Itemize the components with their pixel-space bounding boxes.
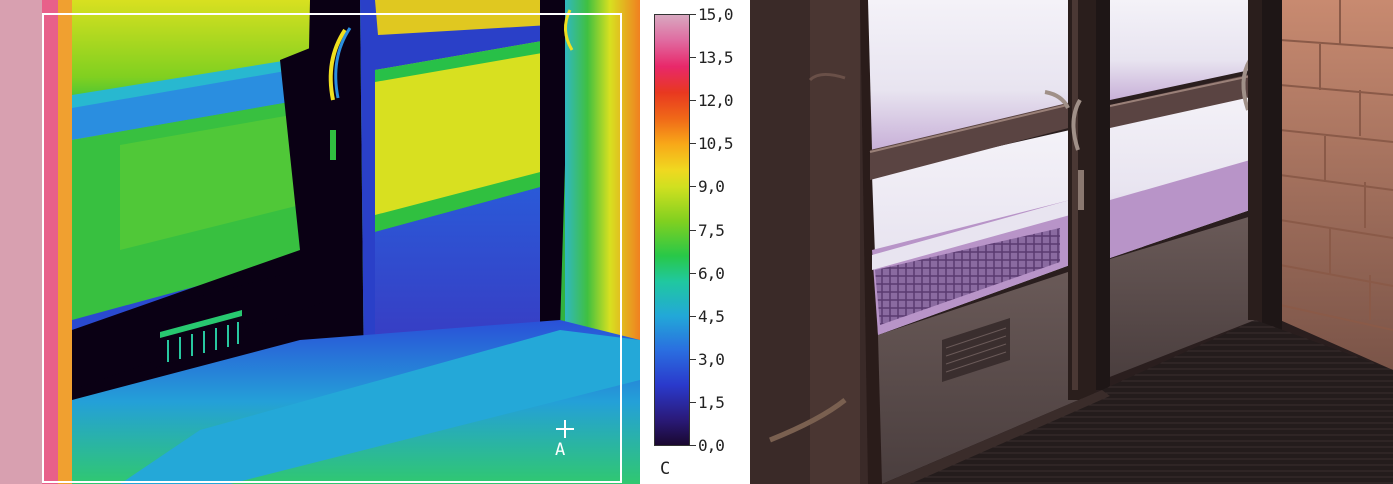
temperature-unit-label: C (660, 459, 671, 479)
scale-tick-label: 10,5 (698, 134, 734, 153)
scale-tick-mark (690, 186, 696, 187)
scale-tick-mark (690, 57, 696, 58)
scale-tick-label: 12,0 (698, 91, 734, 110)
scale-tick-mark (690, 359, 696, 360)
door-photo-graphic (750, 0, 1393, 484)
scale-tick-mark (690, 273, 696, 274)
scale-tick-mark (690, 143, 696, 144)
scale-tick-mark (690, 100, 696, 101)
thermal-image-graphic (0, 0, 640, 484)
scale-tick-mark (690, 445, 696, 446)
door-photo (750, 0, 1393, 484)
thermal-image (0, 0, 640, 484)
scale-tick-label: 0,0 (698, 436, 725, 455)
scale-tick-label: 13,5 (698, 48, 734, 67)
scale-tick-label: 15,0 (698, 5, 734, 24)
scale-tick-label: 9,0 (698, 177, 725, 196)
scale-tick-mark (690, 402, 696, 403)
scale-tick-label: 4,5 (698, 307, 725, 326)
scale-tick-mark (690, 14, 696, 15)
temperature-color-bar (654, 14, 690, 446)
cursor-crosshair-icon (556, 420, 574, 438)
scale-tick-mark (690, 230, 696, 231)
cursor-marker-label: A (555, 440, 566, 460)
scale-tick-label: 7,5 (698, 221, 725, 240)
scale-tick-label: 3,0 (698, 350, 725, 369)
scale-tick-label: 6,0 (698, 264, 725, 283)
scale-tick-mark (690, 316, 696, 317)
scale-tick-label: 1,5 (698, 393, 725, 412)
